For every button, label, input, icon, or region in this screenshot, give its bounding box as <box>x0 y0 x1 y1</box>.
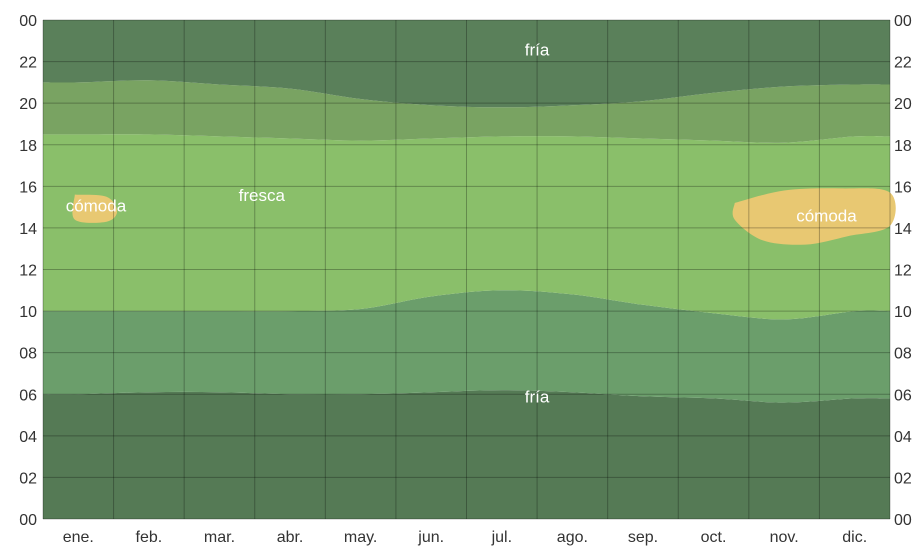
band-label: fresca <box>239 186 286 205</box>
x-tick-label: abr. <box>277 529 304 546</box>
x-tick-label: mar. <box>204 529 235 546</box>
band-cool-high <box>43 80 890 143</box>
y-tick-label-right: 00 <box>894 13 912 30</box>
y-tick-label-right: 02 <box>894 470 912 487</box>
comfort-patch-2 <box>732 188 896 245</box>
band-label: fría <box>525 388 550 407</box>
y-tick-label-right: 06 <box>894 387 912 404</box>
y-tick-label-left: 02 <box>19 470 37 487</box>
y-tick-label-right: 12 <box>894 263 912 280</box>
y-tick-label-right: 04 <box>894 429 912 446</box>
y-tick-label-left: 12 <box>19 263 37 280</box>
y-tick-label-left: 04 <box>19 429 37 446</box>
band-labels: fría fresca cómoda cómoda fría <box>66 40 858 406</box>
x-tick-label: may. <box>344 529 377 546</box>
x-tick-label: ene. <box>63 529 94 546</box>
y-tick-label-left: 20 <box>19 96 37 113</box>
band-cold-high <box>43 20 890 108</box>
x-tick-label: jul. <box>491 529 512 546</box>
y-tick-label-right: 10 <box>894 304 912 321</box>
y-tick-label-right: 14 <box>894 221 912 238</box>
x-tick-label: nov. <box>770 529 799 546</box>
y-tick-label-left: 10 <box>19 304 37 321</box>
x-tick-label: feb. <box>136 529 163 546</box>
y-tick-label-right: 08 <box>894 346 912 363</box>
x-tick-label: oct. <box>701 529 727 546</box>
y-axis-left: 00 02 04 06 08 10 12 14 16 18 20 22 00 <box>19 13 37 529</box>
band-label: fría <box>525 40 550 59</box>
y-tick-label-left: 08 <box>19 346 37 363</box>
temperature-bands <box>43 20 890 519</box>
y-tick-label-left: 18 <box>19 138 37 155</box>
x-tick-label: jun. <box>417 529 444 546</box>
x-tick-label: ago. <box>557 529 588 546</box>
band-label: cómoda <box>796 207 857 226</box>
y-tick-label-right: 20 <box>894 96 912 113</box>
comfort-patch-1 <box>72 194 118 223</box>
y-tick-label-right: 22 <box>894 55 912 72</box>
x-tick-label: sep. <box>628 529 658 546</box>
comfort-patches <box>72 188 896 245</box>
y-tick-label-right: 18 <box>894 138 912 155</box>
grid-lines <box>42 19 891 520</box>
y-tick-label-left: 22 <box>19 55 37 72</box>
band-label: cómoda <box>66 196 127 215</box>
band-cool-low <box>43 290 890 403</box>
y-axis-right: 00 02 04 06 08 10 12 14 16 18 20 22 00 <box>894 13 912 529</box>
band-cold-low <box>43 390 890 519</box>
y-tick-label-left: 00 <box>19 512 37 529</box>
y-tick-label-left: 14 <box>19 221 37 238</box>
y-tick-label-left: 00 <box>19 13 37 30</box>
y-tick-label-right: 00 <box>894 512 912 529</box>
y-tick-label-left: 16 <box>19 179 37 196</box>
x-axis: ene. feb. mar. abr. may. jun. jul. ago. sep. oct.… <box>63 529 867 546</box>
band-fresca <box>43 134 890 320</box>
y-tick-label-left: 06 <box>19 387 37 404</box>
x-tick-label: dic. <box>842 529 867 546</box>
y-tick-label-right: 16 <box>894 179 912 196</box>
